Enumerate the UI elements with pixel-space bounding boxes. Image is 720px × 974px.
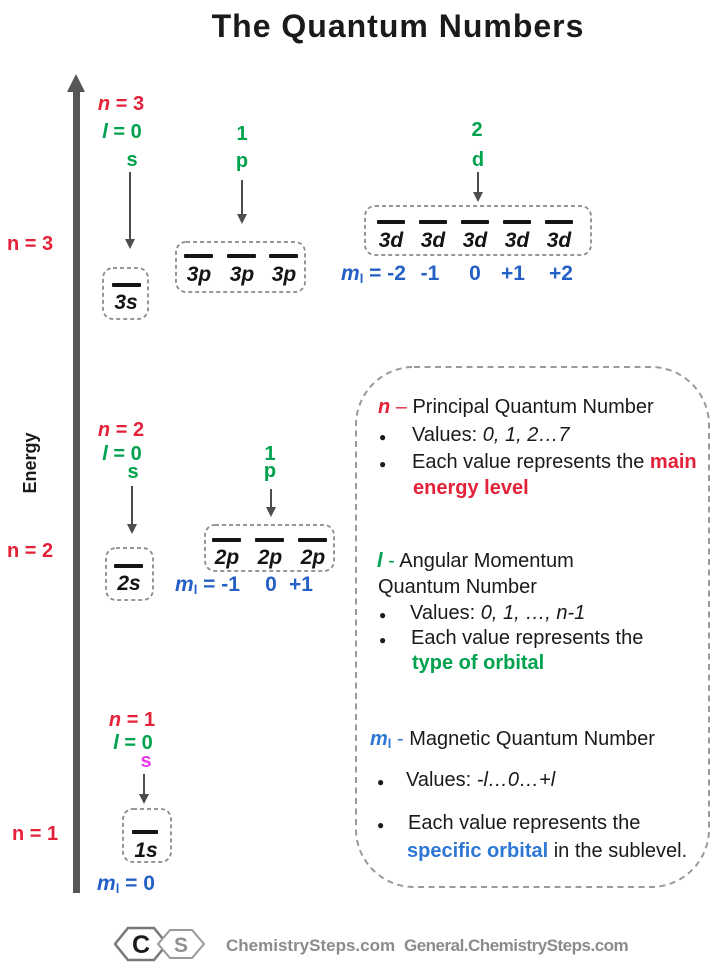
svg-text:C: C — [132, 931, 150, 959]
svg-text:S: S — [174, 934, 188, 957]
